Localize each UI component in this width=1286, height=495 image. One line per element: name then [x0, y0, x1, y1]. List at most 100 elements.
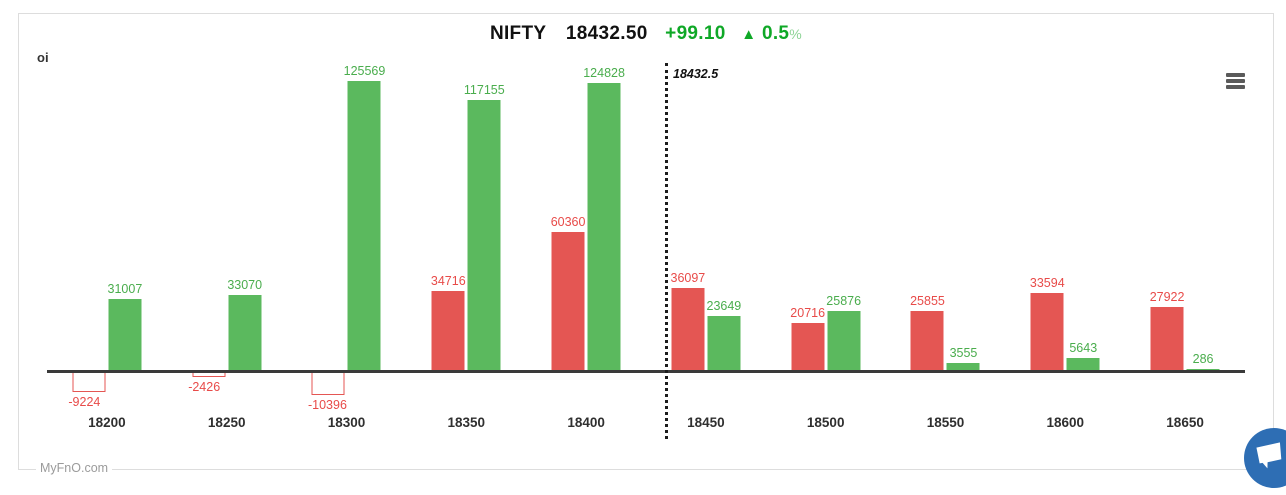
- red-bar-slot: 34716: [430, 273, 466, 371]
- green-bar: [467, 100, 501, 371]
- chat-icon: [1256, 442, 1282, 469]
- strike-group: 27922 286 18650: [1125, 14, 1245, 430]
- red-bar-value-label: -10396: [307, 398, 347, 412]
- red-bar: [1030, 293, 1064, 371]
- green-bar-value-label: 31007: [107, 282, 143, 297]
- red-bar-slot: 33594: [1029, 276, 1065, 371]
- red-bar: [671, 287, 705, 371]
- percent-sign: %: [789, 26, 803, 42]
- strike-label: 18650: [1166, 415, 1204, 430]
- red-bar-value-label: 34716: [430, 273, 466, 288]
- green-bar-value-label: 117155: [463, 83, 505, 98]
- bar-pair: 33070: [192, 277, 263, 371]
- bar-pair: 125569: [312, 64, 385, 371]
- strike-group: 33070 -2426 18250: [167, 14, 287, 430]
- green-bar-slot: 286: [1186, 352, 1220, 371]
- chart-card: NIFTY 18432.50 +99.10 ▲ 0.5% oi 31007 -92…: [18, 13, 1274, 470]
- x-axis-line: [47, 370, 1245, 373]
- spot-price-dotted-line: [665, 63, 668, 439]
- strike-label: 18200: [88, 415, 126, 430]
- oi-axis-label: oi: [37, 50, 49, 65]
- hamburger-menu-icon[interactable]: [1226, 73, 1245, 91]
- strike-label: 18550: [926, 415, 965, 430]
- green-bar: [108, 299, 142, 371]
- red-bar: [1150, 306, 1184, 371]
- green-bar-slot: 25876: [826, 294, 862, 371]
- red-bar-slot: 25855: [910, 294, 945, 371]
- bar-pair: 33594 5643: [1029, 276, 1100, 371]
- red-bar-slot: 36097: [670, 270, 706, 371]
- red-bar-value-label: 36097: [670, 270, 706, 285]
- red-bar: [910, 311, 944, 371]
- red-bar: [551, 231, 585, 371]
- green-bar: [228, 294, 262, 371]
- green-bar-value-label: 125569: [343, 64, 386, 78]
- red-bar-value-label: 33594: [1029, 276, 1065, 291]
- green-bar-slot: 5643: [1066, 340, 1100, 371]
- red-bar-slot: 20716: [790, 306, 826, 371]
- bar-pair: 27922 286: [1149, 289, 1220, 371]
- strike-label: 18500: [806, 415, 845, 430]
- green-bar: [347, 81, 381, 371]
- bar-pair: 20716 25876: [790, 294, 862, 371]
- watermark: MyFnO.com: [36, 461, 113, 475]
- green-bar-slot: 124828: [583, 66, 625, 371]
- green-bar: [827, 311, 861, 371]
- strike-label: 18600: [1046, 415, 1085, 430]
- bar-pair: 31007: [72, 282, 143, 371]
- green-bar: [707, 316, 741, 371]
- green-bar: [587, 82, 621, 371]
- red-bar-value-label: -2426: [188, 379, 221, 394]
- strike-label: 18250: [207, 415, 246, 430]
- green-bar-slot: 125569: [344, 64, 385, 371]
- bar-pair: 34716 117155: [430, 83, 505, 371]
- strike-label: 18450: [687, 415, 725, 430]
- strike-group: 33594 5643 18600: [1005, 14, 1125, 430]
- spot-price-line-label: 18432.5: [673, 67, 719, 81]
- strike-group: 60360 124828 18400: [526, 14, 646, 430]
- green-bar-value-label: 124828: [583, 65, 625, 80]
- bar-pair: 36097 23649: [670, 270, 742, 371]
- red-bar-value-label: 20716: [790, 306, 826, 321]
- red-negative-bar: [72, 371, 106, 393]
- green-bar-slot: 31007: [107, 282, 143, 371]
- green-bar-value-label: 286: [1192, 352, 1214, 366]
- red-bar-value-label: 27922: [1149, 289, 1185, 304]
- spot-price: 18432.50: [565, 23, 648, 44]
- red-negative-bar: [311, 371, 345, 395]
- green-bar-slot: 3555: [946, 346, 980, 371]
- strike-label: 18350: [447, 415, 486, 430]
- green-bar: [946, 362, 980, 371]
- green-bar-value-label: 33070: [227, 277, 263, 292]
- red-bar: [431, 290, 465, 371]
- strike-group: 25855 3555 18550: [886, 14, 1006, 430]
- bar-pair: 25855 3555: [910, 294, 980, 371]
- red-bar-slot: 60360: [550, 214, 586, 371]
- strike-label: 18400: [567, 415, 605, 430]
- green-bar-slot: 23649: [706, 299, 742, 371]
- red-bar-slot: 27922: [1149, 289, 1185, 371]
- plot-area: 31007 -9224 18200 33070 -2426 18250 125569 -103…: [47, 14, 1245, 430]
- red-bar: [791, 323, 825, 371]
- green-bar-value-label: 23649: [706, 299, 742, 314]
- price-change-percent: 0.5: [761, 23, 790, 44]
- red-bar-value-label: 25855: [910, 294, 945, 309]
- strike-group: 20716 25876 18500: [766, 14, 886, 430]
- strike-group: 36097 23649 18450: [646, 14, 766, 430]
- green-bar-value-label: 5643: [1069, 340, 1098, 355]
- price-change: +99.10: [665, 23, 726, 44]
- green-bar-slot: 33070: [227, 277, 263, 371]
- symbol-name: NIFTY: [489, 23, 547, 44]
- green-bar: [1066, 357, 1100, 371]
- up-arrow-icon: ▲: [741, 26, 757, 43]
- green-bar-value-label: 25876: [826, 294, 862, 309]
- green-bar-slot: 117155: [464, 83, 505, 371]
- bar-pair: 60360 124828: [550, 66, 625, 371]
- red-bar-value-label: 60360: [550, 214, 586, 229]
- strike-group: 34716 117155 18350: [406, 14, 526, 430]
- strike-group: 31007 -9224 18200: [47, 14, 167, 430]
- chat-bubble-button[interactable]: [1244, 428, 1286, 488]
- strike-group: 125569 -10396 18300: [287, 14, 407, 430]
- red-bar-value-label: -9224: [68, 395, 101, 410]
- strike-label: 18300: [327, 415, 366, 430]
